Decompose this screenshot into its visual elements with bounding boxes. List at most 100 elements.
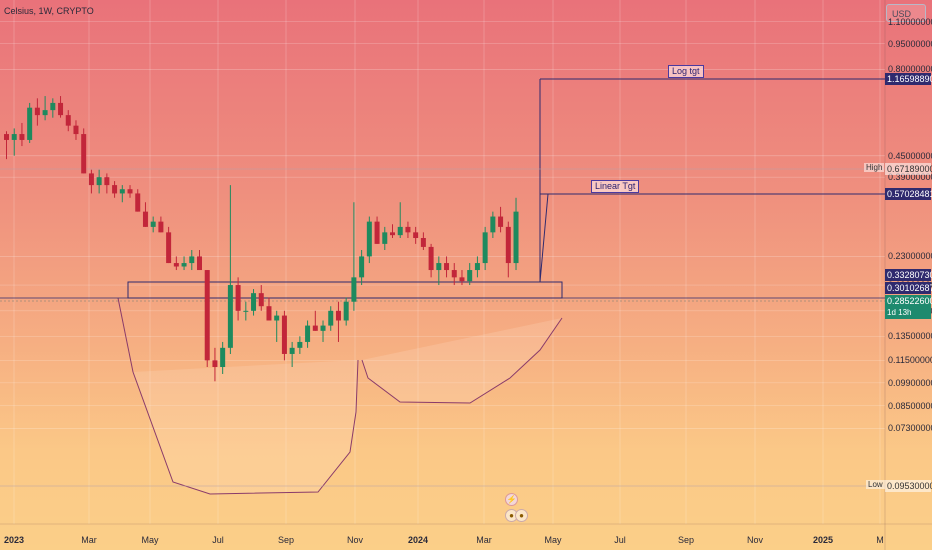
candle <box>420 232 426 251</box>
candle-body <box>490 216 496 233</box>
linear-tgt-price: 0.57028481 <box>885 188 932 200</box>
candle-body <box>436 263 442 271</box>
candle <box>158 216 164 233</box>
candle-body <box>258 293 264 307</box>
candle <box>405 221 411 239</box>
currency-button[interactable]: USD <box>886 4 926 22</box>
candle <box>397 202 403 239</box>
candle-body <box>127 189 133 194</box>
candle-body <box>320 325 326 331</box>
candle-body <box>281 315 287 354</box>
candle-body <box>166 232 172 264</box>
log-tgt-label[interactable]: Log tgt <box>668 65 704 78</box>
price-tick-label: 0.08500000 <box>888 400 932 411</box>
candle <box>73 120 79 140</box>
price-tick-label: 0.80000000 <box>888 64 932 75</box>
candle <box>335 301 341 342</box>
candle-body <box>81 134 87 174</box>
candle-body <box>467 270 473 282</box>
candle-body <box>305 325 311 342</box>
candle <box>150 216 156 233</box>
candle <box>19 122 25 147</box>
last-price: 0.28522600 <box>885 295 932 307</box>
candle-body <box>235 285 241 311</box>
log-tgt-price: 1.16598890 <box>885 73 932 85</box>
candle <box>58 96 64 118</box>
candle-body <box>366 221 372 257</box>
candle-body <box>390 232 395 236</box>
resistance-box <box>127 281 563 299</box>
candle <box>513 197 519 271</box>
time-tick-label: Sep <box>677 535 694 545</box>
candle-body <box>505 226 511 264</box>
linear-tgt-label[interactable]: Linear Tgt <box>591 180 640 193</box>
candle <box>220 341 226 374</box>
candle <box>289 341 295 368</box>
time-tick-label: Nov <box>746 535 763 545</box>
candle <box>81 128 87 174</box>
candle <box>4 131 9 160</box>
candle-body <box>104 177 110 186</box>
time-tick-label: Jul <box>614 535 626 545</box>
candle-body <box>274 315 280 321</box>
candle-body <box>359 256 365 278</box>
candle-body <box>328 310 334 326</box>
candles <box>4 96 519 382</box>
candle <box>390 224 395 239</box>
time-tick-label: Mar <box>476 535 492 545</box>
candle <box>88 169 94 194</box>
high-price: 0.67189000 <box>885 163 932 175</box>
candle-body <box>34 107 40 116</box>
symbol-title[interactable]: Celsius, 1W, CRYPTO <box>4 6 94 16</box>
candle <box>197 250 202 271</box>
candle-body <box>289 347 295 354</box>
cup-left-rim <box>117 297 134 373</box>
cup-curve <box>132 359 359 495</box>
time-tick-label: 2023 <box>4 535 25 545</box>
time-tick-label: Jul <box>212 535 224 545</box>
candle <box>204 270 210 368</box>
candle-body <box>204 270 210 361</box>
candle <box>166 226 172 264</box>
candle-body <box>297 341 303 348</box>
candle-body <box>428 246 434 271</box>
candle-body <box>19 134 25 140</box>
price-tick-label: 0.13500000 <box>888 331 932 342</box>
candle <box>104 173 110 194</box>
price-tick-label: 0.39000000 <box>888 172 932 183</box>
candle <box>50 98 56 118</box>
candle <box>112 181 118 198</box>
candle-body <box>135 193 141 212</box>
candle-body <box>351 277 357 302</box>
candle <box>374 216 380 244</box>
price-tick-label: 0.11500000 <box>888 355 932 366</box>
candle <box>351 202 357 311</box>
candle <box>243 301 249 321</box>
candle-body <box>420 238 426 247</box>
candle-body <box>73 125 79 135</box>
candle <box>235 277 241 321</box>
linear-tgt-riser <box>539 193 549 283</box>
candle <box>498 206 504 233</box>
candle <box>119 185 125 203</box>
time-tick-label: Mar <box>81 535 97 545</box>
candle-body <box>119 189 125 194</box>
candle <box>444 256 450 278</box>
price-tick-label: 0.07300000 <box>888 423 932 434</box>
candle <box>96 169 102 194</box>
dividend-icon[interactable]: ● <box>515 509 528 522</box>
event-flash-icon[interactable]: ⚡ <box>505 493 518 506</box>
earnings-icon[interactable]: ● <box>505 509 518 522</box>
time-tick-label: M <box>876 535 884 545</box>
candle-body <box>88 173 94 186</box>
candle <box>474 256 480 278</box>
candle-body <box>266 306 272 321</box>
candle <box>266 297 272 321</box>
candle <box>135 189 141 212</box>
candle-body <box>251 293 257 311</box>
candle <box>436 256 442 286</box>
candle-body <box>212 360 218 368</box>
